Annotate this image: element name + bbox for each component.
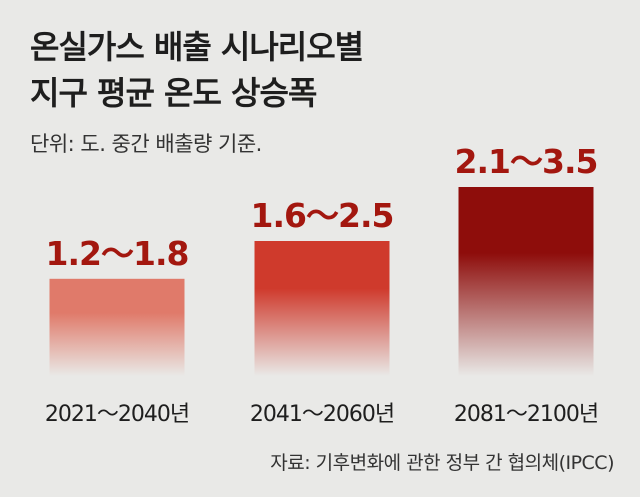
value-label-1: 1.2～1.8 [46,234,189,273]
source-note: 자료: 기후변화에 관한 정부 간 협의체(IPCC) [270,452,614,474]
category-label-2: 2041～2060년 [250,402,394,427]
bar-3 [458,187,594,376]
title-line-1: 온실가스 배출 시나리오별 [30,28,364,66]
title-line-2: 지구 평균 온도 상승폭 [30,74,317,112]
chart-title: 온실가스 배출 시나리오별 지구 평균 온도 상승폭 [30,24,364,116]
unit-note: 단위: 도. 중간 배출량 기준. [30,132,262,156]
value-label-3: 2.1～3.5 [455,142,598,181]
value-label-2: 1.6～2.5 [251,196,394,235]
category-label-1: 2021～2040년 [45,402,189,427]
bar-1 [49,278,185,376]
category-label-3: 2081～2100년 [454,402,598,427]
bar-2 [254,241,390,376]
